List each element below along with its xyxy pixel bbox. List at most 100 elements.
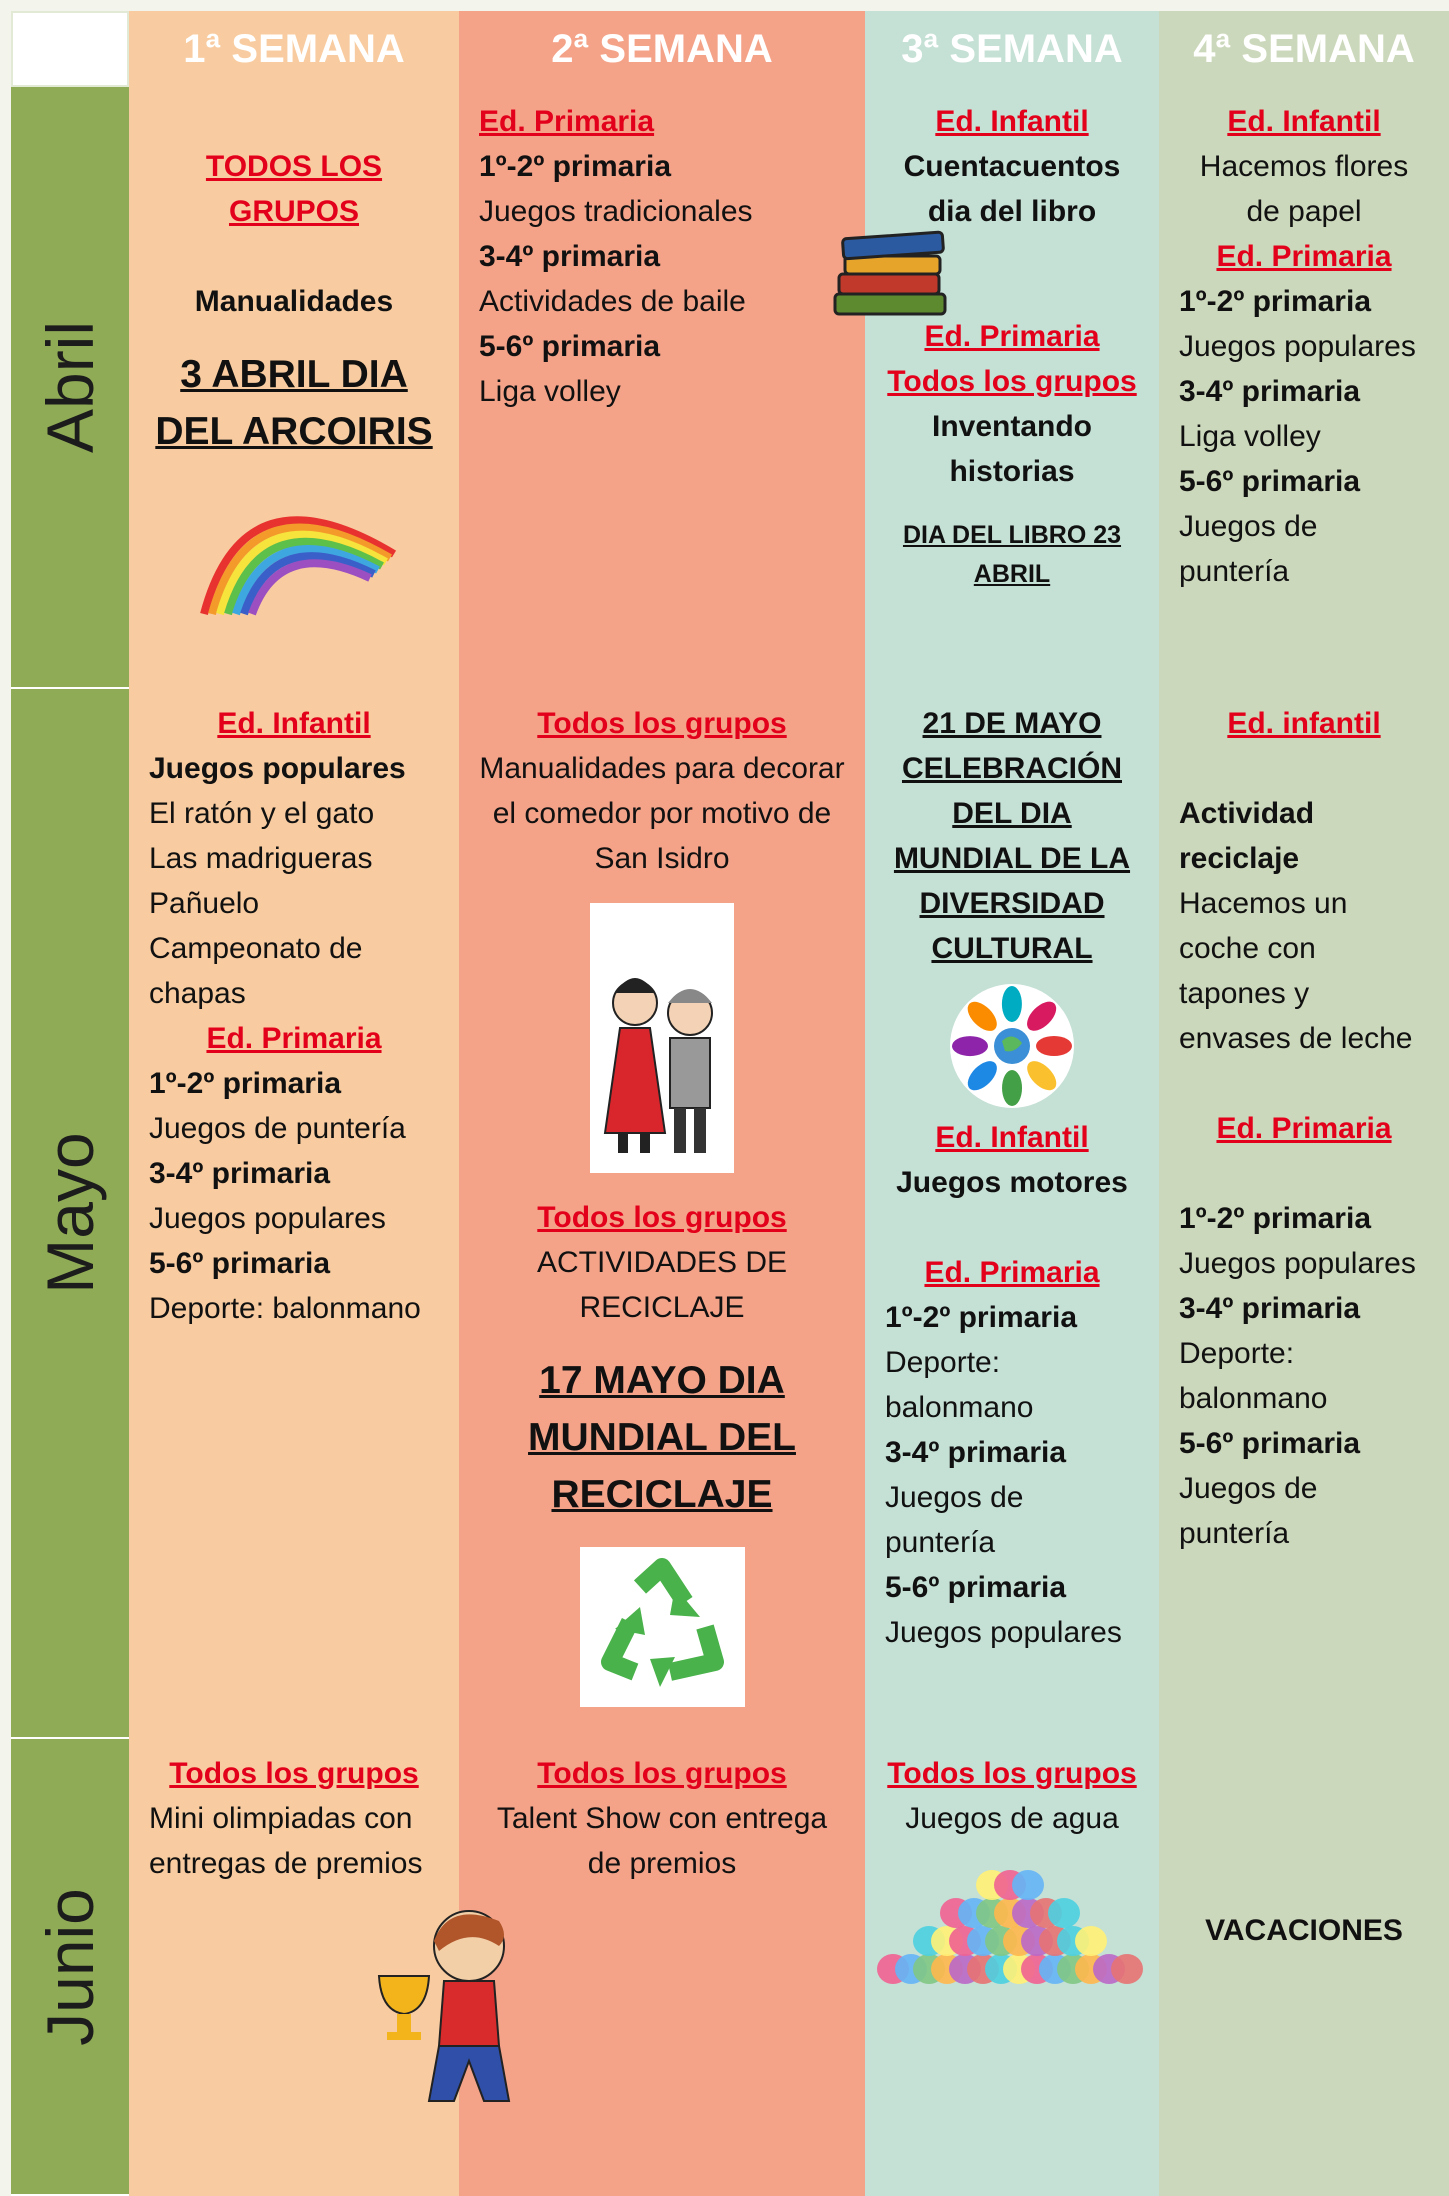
group-heading: Todos los grupos: [537, 707, 787, 740]
day-cell: 21 DE MAYO CELEBRACIÓN DEL DIA MUNDIAL D…: [865, 689, 1159, 1739]
recycle-picture: [579, 1547, 745, 1707]
group-heading: Ed. Primaria: [1216, 1112, 1392, 1145]
activity-text: 1º-2º primaria: [1179, 1202, 1371, 1235]
day-cell: Todos los grupos Manualidades para decora…: [459, 689, 865, 1739]
activity-text: Deporte: balonmano: [885, 1346, 1034, 1424]
activity-text: Juegos de puntería: [149, 1112, 406, 1145]
spacer: [1179, 1886, 1429, 1908]
activity-text: Juegos populares: [1179, 1247, 1416, 1280]
week-header: 1ª SEMANA: [183, 26, 405, 71]
day-cell: Todos los grupos Mini olimpiadas con entr…: [129, 1739, 511, 2196]
day-cell: VACACIONES: [1159, 1739, 1449, 2196]
group-heading: Todos los grupos: [169, 1757, 419, 1790]
spacer: [1179, 1151, 1429, 1196]
picture: [833, 224, 1139, 324]
activity-text: Inventando historias: [931, 410, 1092, 488]
activity-text: Manualidades para decorar el comedor por…: [479, 752, 845, 875]
books-picture: [833, 230, 947, 316]
spacer: [1179, 1796, 1429, 1841]
week-column: [1159, 11, 1449, 2196]
activity-text: 3-4º primaria: [149, 1157, 331, 1190]
week-header: 3ª SEMANA: [901, 26, 1123, 71]
activity-text: Juegos populares: [1179, 330, 1416, 363]
day-cell: TODOS LOS GRUPOS Manualidades 3 ABRIL DIA …: [129, 87, 459, 689]
isidro-picture: [590, 903, 734, 1173]
activity-text: 1º-2º primaria: [885, 1301, 1077, 1334]
boy-picture: [377, 1910, 511, 2102]
activity-text: 21 DE MAYO CELEBRACIÓN DEL DIA MUNDIAL D…: [893, 707, 1131, 965]
week-header: 4ª SEMANA: [1193, 26, 1415, 71]
activity-text: Juegos populares: [149, 752, 406, 785]
activity-text: Juegos de puntería: [1179, 510, 1318, 588]
group-heading: Ed. Infantil: [935, 105, 1089, 138]
month-cell: Junio: [11, 1739, 129, 2196]
activity-text: Juegos de puntería: [885, 1481, 1024, 1559]
activity-text: 3 ABRIL DIA DEL ARCOIRIS: [155, 353, 433, 453]
day-cell: Todos los grupos Talent Show con entrega …: [459, 1739, 865, 2196]
spacer: [149, 99, 439, 144]
hands-picture: [950, 984, 1074, 1108]
activity-text: El ratón y el gato: [149, 797, 375, 830]
activity-text: 3-4º primaria: [1179, 1292, 1361, 1325]
group-heading: Todos los grupos: [537, 1757, 787, 1790]
activity-text: 5-6º primaria: [1179, 465, 1361, 498]
group-heading: Todos los grupos: [887, 1757, 1137, 1790]
month-label: Junio: [33, 1887, 107, 2046]
group-heading: Ed. Infantil: [935, 1121, 1089, 1154]
spacer: [1179, 1751, 1429, 1796]
group-heading: Ed. infantil: [1227, 707, 1381, 740]
spacer: [1179, 746, 1429, 791]
group-heading: Ed. Infantil: [217, 707, 371, 740]
activity-text: Liga volley: [479, 375, 621, 408]
activity-text: 1º-2º primaria: [149, 1067, 341, 1100]
day-cell: Todos los grupos Juegos de agua: [865, 1739, 1159, 2196]
week-column: [129, 11, 459, 2196]
rainbow-picture: [200, 516, 397, 616]
activity-text: Cuentacuentos dia del libro: [903, 150, 1121, 228]
activity-text: Juegos populares: [149, 1202, 386, 1235]
activity-text: 3-4º primaria: [479, 240, 661, 273]
day-cell: Ed. Infantil Juegos populares El ratón y e…: [129, 689, 459, 1739]
group-heading: Todos los grupos: [537, 1201, 787, 1234]
activity-text: Talent Show con entrega de premios: [496, 1802, 828, 1880]
activity-text: Pañuelo: [149, 887, 260, 920]
group-heading: Ed. Primaria: [206, 1022, 382, 1055]
group-heading: Ed. Primaria: [924, 1256, 1100, 1289]
activity-text: Las madrigueras: [149, 842, 373, 875]
activity-text: 3-4º primaria: [1179, 375, 1361, 408]
month-cell: Mayo: [11, 689, 129, 1739]
group-heading: Ed. Primaria: [479, 105, 655, 138]
activity-text: ACTIVIDADES DE RECICLAJE: [536, 1246, 788, 1324]
activity-text: 1º-2º primaria: [479, 150, 671, 183]
activity-text: Juegos populares: [885, 1616, 1122, 1649]
spacer: [149, 234, 439, 279]
activity-text: Juegos de agua: [905, 1802, 1119, 1835]
activity-text: Deporte: balonmano: [149, 1292, 421, 1325]
activity-text: 5-6º primaria: [1179, 1427, 1361, 1460]
group-heading: Ed. Primaria: [924, 320, 1100, 353]
picture: [479, 1547, 845, 1707]
week-header: 2ª SEMANA: [551, 26, 773, 71]
activity-text: Mini olimpiadas con entregas de premios: [149, 1802, 423, 1880]
spacer: [885, 1205, 1139, 1250]
spacer: [885, 494, 1139, 516]
group-heading: TODOS LOS GRUPOS: [205, 150, 383, 228]
picture: [149, 1896, 511, 2116]
activity-text: 1º-2º primaria: [1179, 285, 1371, 318]
activity-text: Juegos de puntería: [1179, 1472, 1318, 1550]
day-cell: Ed. Infantil Hacemos flores de papel Ed. P…: [1159, 87, 1449, 689]
activity-text: 5-6º primaria: [149, 1247, 331, 1280]
picture: [149, 474, 439, 624]
spacer: [479, 1330, 845, 1352]
month-label: Mayo: [33, 1132, 107, 1294]
day-cell: Ed. Infantil Cuentacuentos dia del libro E…: [833, 87, 1159, 689]
activity-text: Campeonato de chapas: [149, 932, 363, 1010]
spacer: [1179, 1061, 1429, 1106]
activity-text: 17 MAYO DIA MUNDIAL DEL RECICLAJE: [528, 1359, 796, 1516]
balloons-picture: [877, 1870, 1143, 1984]
activity-text: Hacemos un coche con tapones y envases d…: [1179, 887, 1413, 1055]
day-cell: Ed. Primaria 1º-2º primaria Juegos tradici…: [459, 87, 865, 689]
group-heading: Ed. Infantil: [1227, 105, 1381, 138]
activity-text: Deporte: balonmano: [1179, 1337, 1328, 1415]
